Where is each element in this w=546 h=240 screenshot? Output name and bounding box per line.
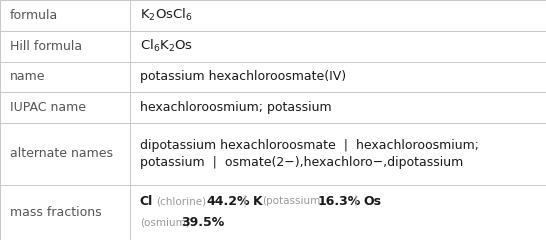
Text: 44.2%: 44.2% [207,195,250,208]
Text: |: | [354,195,358,208]
Text: hexachloroosmium; potassium: hexachloroosmium; potassium [140,101,331,114]
Text: K: K [253,195,262,208]
Text: Cl: Cl [140,195,153,208]
Text: alternate names: alternate names [10,147,113,160]
Text: 39.5%: 39.5% [181,216,224,229]
Text: (osmium): (osmium) [140,217,189,227]
Text: $\mathregular{Cl_6K_2Os}$: $\mathregular{Cl_6K_2Os}$ [140,38,193,54]
Text: IUPAC name: IUPAC name [10,101,86,114]
Text: 16.3%: 16.3% [318,195,361,208]
Text: |: | [243,195,247,208]
Text: potassium hexachloroosmate(IV): potassium hexachloroosmate(IV) [140,70,346,84]
Text: dipotassium hexachloroosmate  |  hexachloroosmium;
potassium  |  osmate(2−),hexa: dipotassium hexachloroosmate | hexachlor… [140,139,479,169]
Text: Os: Os [364,195,382,208]
Text: (potassium): (potassium) [262,196,324,206]
Text: formula: formula [10,9,58,22]
Text: mass fractions: mass fractions [10,206,102,219]
Text: Hill formula: Hill formula [10,40,82,53]
Text: name: name [10,70,45,84]
Text: $\mathregular{K_2OsCl_6}$: $\mathregular{K_2OsCl_6}$ [140,7,193,24]
Text: (chlorine): (chlorine) [156,196,206,206]
